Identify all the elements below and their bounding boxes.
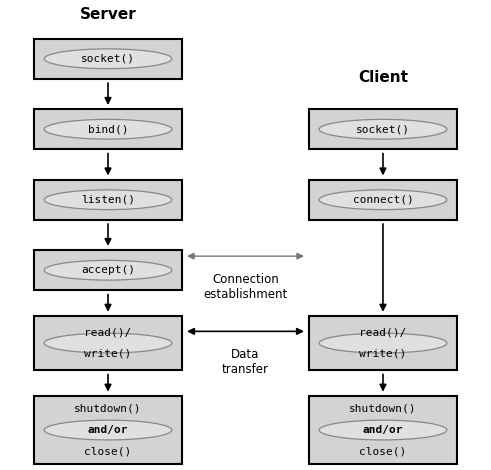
Text: socket(): socket() bbox=[81, 54, 135, 64]
Ellipse shape bbox=[319, 119, 447, 139]
FancyBboxPatch shape bbox=[34, 180, 182, 220]
Text: shutdown(): shutdown() bbox=[74, 403, 142, 413]
Ellipse shape bbox=[44, 333, 172, 353]
Text: Server: Server bbox=[80, 7, 136, 22]
Text: bind(): bind() bbox=[88, 124, 128, 134]
Ellipse shape bbox=[44, 49, 172, 69]
FancyBboxPatch shape bbox=[34, 110, 182, 149]
FancyBboxPatch shape bbox=[309, 110, 457, 149]
FancyBboxPatch shape bbox=[309, 180, 457, 220]
FancyBboxPatch shape bbox=[34, 396, 182, 464]
Text: write(): write() bbox=[84, 349, 132, 359]
Text: and/or: and/or bbox=[88, 425, 128, 435]
Text: close(): close() bbox=[359, 447, 407, 457]
Text: Data
transfer: Data transfer bbox=[222, 348, 269, 376]
Text: close(): close() bbox=[84, 447, 132, 457]
Text: Connection
establishment: Connection establishment bbox=[203, 273, 288, 301]
Text: listen(): listen() bbox=[81, 195, 135, 205]
Text: read()/: read()/ bbox=[359, 327, 407, 337]
Ellipse shape bbox=[319, 190, 447, 210]
Ellipse shape bbox=[44, 119, 172, 139]
Text: write(): write() bbox=[359, 349, 407, 359]
Text: read()/: read()/ bbox=[84, 327, 132, 337]
Text: shutdown(): shutdown() bbox=[349, 403, 417, 413]
Text: socket(): socket() bbox=[356, 124, 410, 134]
FancyBboxPatch shape bbox=[34, 39, 182, 78]
Ellipse shape bbox=[319, 420, 447, 440]
Text: and/or: and/or bbox=[363, 425, 403, 435]
Text: Client: Client bbox=[358, 70, 408, 85]
FancyBboxPatch shape bbox=[309, 396, 457, 464]
FancyBboxPatch shape bbox=[309, 316, 457, 370]
Ellipse shape bbox=[44, 420, 172, 440]
Ellipse shape bbox=[44, 260, 172, 280]
Text: connect(): connect() bbox=[353, 195, 413, 205]
Ellipse shape bbox=[319, 333, 447, 353]
Text: accept(): accept() bbox=[81, 265, 135, 275]
FancyBboxPatch shape bbox=[34, 250, 182, 290]
FancyBboxPatch shape bbox=[34, 316, 182, 370]
Ellipse shape bbox=[44, 190, 172, 210]
